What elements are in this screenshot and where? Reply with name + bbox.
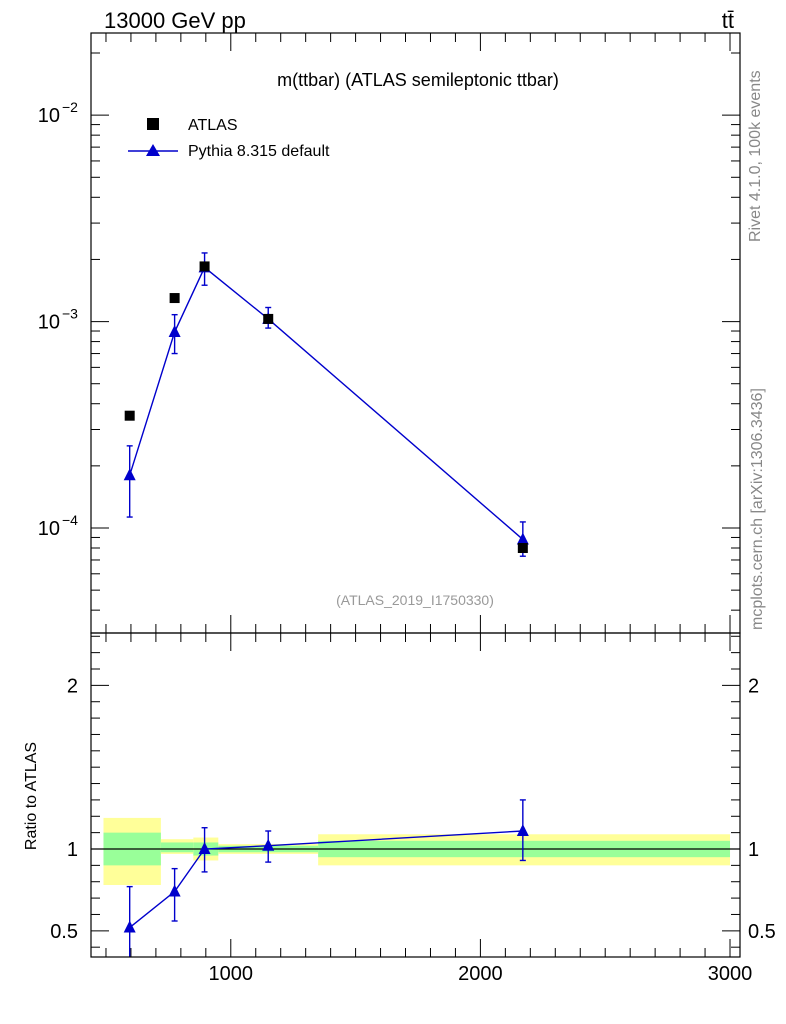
- main-panel: 10−410−310−2 m(ttbar) (ATLAS semileptoni…: [38, 32, 741, 634]
- ratio-ytick-label-right: 2: [748, 675, 759, 697]
- main-title: m(ttbar) (ATLAS semileptonic ttbar): [277, 70, 559, 90]
- process-label: tt̄: [722, 8, 734, 33]
- ratio-ytick-label: 1: [67, 839, 78, 861]
- ratio-ytick-label-right: 1: [748, 839, 759, 861]
- legend-label-data: ATLAS: [188, 117, 238, 134]
- mcplots-label: mcplots.cern.ch [arXiv:1306.3436]: [749, 388, 766, 630]
- mc-line: [129, 266, 524, 540]
- main-ytick-exponent: −3: [62, 306, 78, 322]
- mc-point: [516, 532, 529, 545]
- legend-marker-mc: [146, 144, 160, 156]
- watermark: (ATLAS_2019_I1750330): [336, 592, 494, 608]
- uncertainty-band-inner: [160, 842, 194, 853]
- ratio-mc-point: [168, 884, 181, 897]
- main-ytick-exponent: −2: [62, 99, 78, 115]
- ratio-mc-point: [262, 838, 275, 851]
- ratio-xtick-label: 2000: [458, 963, 503, 985]
- ratio-ytick-label: 2: [67, 675, 78, 697]
- ratio-mc-point: [123, 920, 136, 933]
- data-point: [169, 293, 180, 304]
- rivet-label: Rivet 4.1.0, 100k events: [747, 70, 764, 242]
- main-ytick-label: 10: [38, 518, 60, 540]
- ratio-mc-point: [516, 824, 529, 836]
- main-axis-ticks: 10−410−310−2: [38, 33, 740, 633]
- data-point: [263, 313, 274, 324]
- ratio-ylabel: Ratio to ATLAS: [23, 742, 40, 850]
- data-point: [199, 261, 210, 272]
- main-ytick-label: 10: [38, 105, 60, 127]
- ratio-xtick-label: 3000: [708, 963, 753, 985]
- main-series-layer: [123, 252, 529, 557]
- main-ytick-label: 10: [38, 312, 60, 334]
- legend-marker-data: [147, 118, 159, 130]
- legend-label-mc: Pythia 8.315 default: [188, 143, 330, 160]
- legend: ATLAS Pythia 8.315 default: [128, 117, 330, 160]
- ratio-xtick-label: 1000: [209, 963, 254, 985]
- main-ytick-exponent: −4: [62, 512, 78, 528]
- ratio-ytick-label: 0.5: [50, 921, 78, 943]
- ratio-frame: [90, 632, 741, 958]
- ratio-axis-ticks: 0.5 0.5 1 1 2 2 1000 2000 3000: [50, 633, 776, 985]
- data-point: [517, 543, 528, 554]
- data-point: [124, 410, 135, 421]
- ratio-bands-layer: [91, 817, 740, 885]
- ratio-panel: 0.5 0.5 1 1 2 2 1000 2000 3000 Ratio to ATLAS: [23, 632, 776, 985]
- mc-point: [168, 325, 181, 338]
- mc-point: [123, 468, 136, 481]
- ratio-series-layer: [123, 799, 529, 957]
- collision-label: 13000 GeV pp: [104, 8, 246, 33]
- ratio-mc-point: [198, 842, 211, 854]
- ratio-ytick-label-right: 0.5: [748, 921, 776, 943]
